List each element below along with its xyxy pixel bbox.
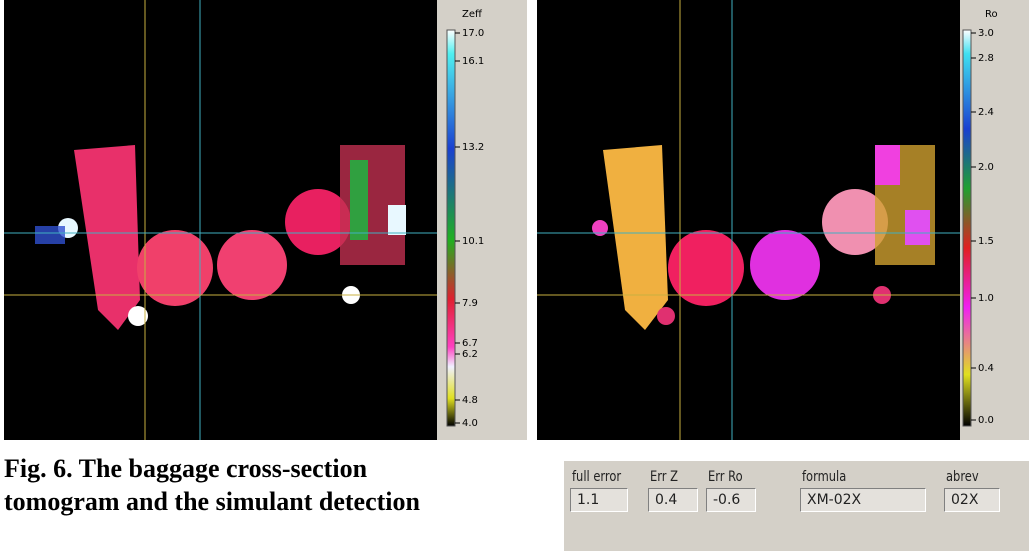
field-value: -0.6 (706, 488, 756, 512)
field: Err Ro -0.6 (706, 469, 756, 512)
field-value: XM-02X (800, 488, 926, 512)
scale-label: 4.0 (462, 418, 478, 429)
scale-label: 7.9 (462, 298, 478, 309)
scale-label: 1.0 (978, 293, 994, 304)
scale-title: Ro (985, 9, 998, 20)
scale-label: 1.5 (978, 236, 994, 247)
scale-label: 13.2 (462, 142, 484, 153)
scale-title: Zeff (462, 9, 483, 20)
scale-label: 2.4 (978, 107, 994, 118)
field-label: full error (572, 469, 621, 485)
scale-label: 0.4 (978, 363, 994, 374)
field-value: 1.1 (570, 488, 628, 512)
scale-label: 3.0 (978, 28, 994, 39)
scale-label: 2.8 (978, 53, 994, 64)
scale-label: 6.2 (462, 349, 478, 360)
field-value: 02X (944, 488, 1000, 512)
field-label: Err Ro (708, 469, 747, 485)
caption: Fig. 6. The baggage cross-section tomogr… (4, 452, 420, 518)
scale-label: 2.0 (978, 162, 994, 173)
color-scale (963, 30, 971, 426)
field-label: Err Z (650, 469, 689, 485)
scale-label: 16.1 (462, 56, 484, 67)
field-label: abrev (946, 469, 990, 485)
field-label: formula (802, 469, 904, 485)
scale-label: 10.1 (462, 236, 484, 247)
field-value: 0.4 (648, 488, 698, 512)
caption-line: tomogram and the simulant detection (4, 485, 420, 518)
scale-label: 17.0 (462, 28, 484, 39)
scale-label: 4.8 (462, 395, 478, 406)
field: Err Z 0.4 (648, 469, 698, 512)
field: formula XM-02X (800, 469, 926, 512)
field: abrev 02X (944, 469, 1000, 512)
field: full error 1.1 (570, 469, 632, 512)
color-scale (447, 30, 455, 426)
figure: Zeff Ro 17.0 16.1 13.2 10.1 7.9 6.76.2 4.8 4.0 3… (0, 0, 1029, 452)
page: {"figure": { "left": {"scale_title": "Ze… (0, 0, 1029, 551)
scale-label: 6.7 (462, 338, 478, 349)
result-panel: full error 1.1 Err Z 0.4 Err Ro -0.6 formula XM… (562, 459, 1029, 551)
caption-line: Fig. 6. The baggage cross-section (4, 452, 420, 485)
scale-label: 0.0 (978, 415, 994, 426)
